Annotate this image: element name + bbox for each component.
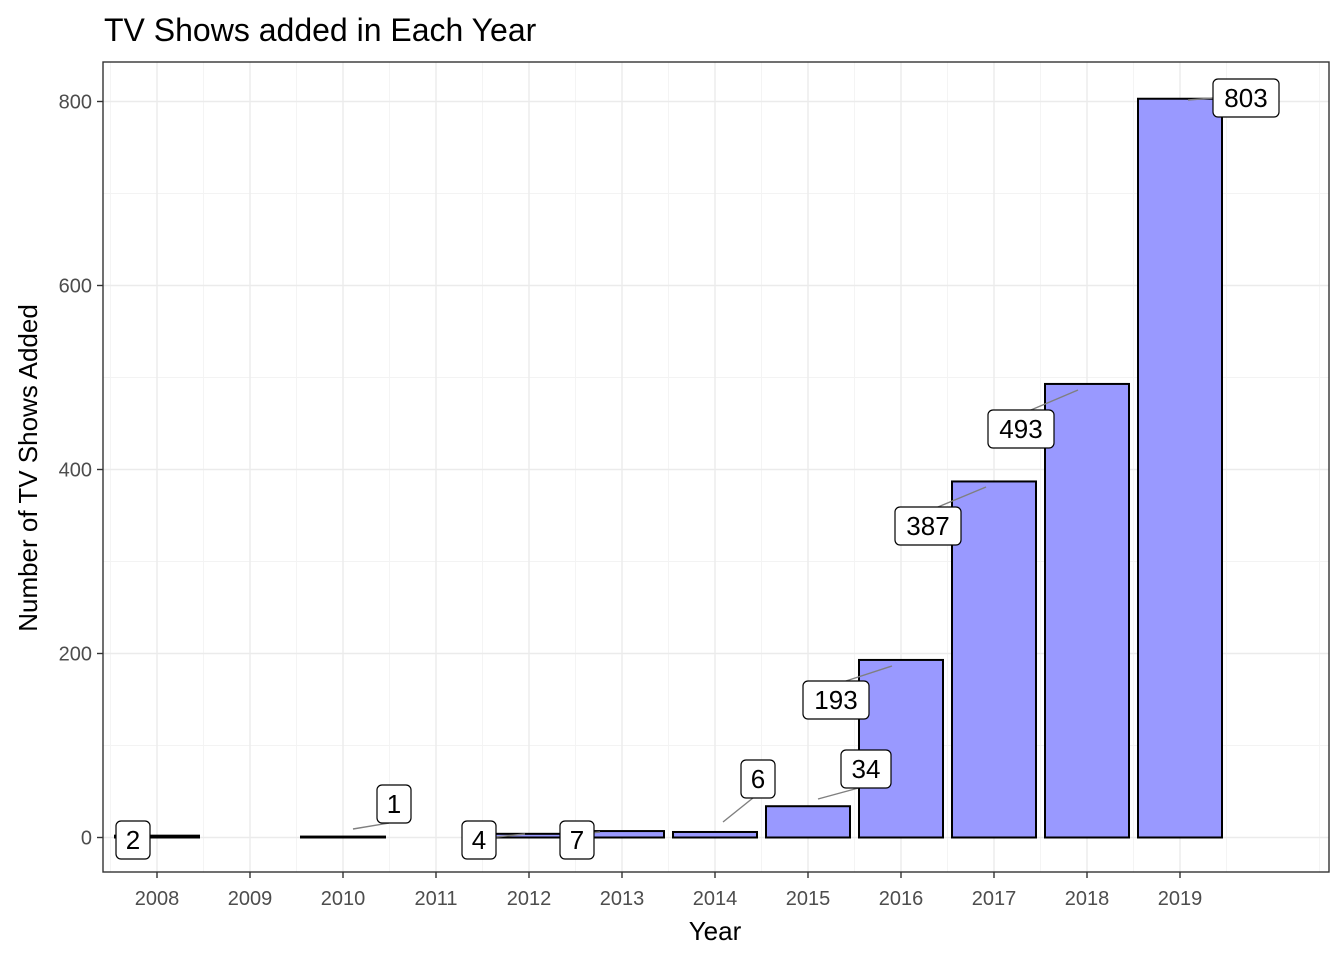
value-label-box-2013 (559, 820, 595, 860)
label-leader-2010 (352, 822, 390, 830)
value-label-2013: 7 (570, 825, 584, 855)
value-label-2016: 193 (814, 685, 857, 715)
bar-2015 (765, 805, 851, 839)
y-tick-label-0: 0 (81, 828, 92, 850)
value-label-box-2014 (740, 759, 776, 799)
bar-2019 (1137, 97, 1223, 839)
bar-2016 (858, 658, 944, 839)
y-axis: 0 200 400 600 800 (59, 92, 103, 850)
x-tick-label-2014: 2014 (693, 888, 738, 910)
value-label-box-2018 (987, 409, 1055, 449)
bar-2017 (951, 480, 1037, 839)
value-label-box-2012 (461, 820, 497, 860)
label-leader-2017 (937, 486, 987, 508)
bar-value-labels: 2 1 4 7 6 34 193 387 493 803 (115, 78, 1280, 860)
x-axis-title: Year (689, 916, 742, 946)
value-label-2014: 6 (751, 764, 765, 794)
x-tick-label-2013: 2013 (600, 888, 645, 910)
value-label-2019: 803 (1224, 83, 1267, 113)
value-label-2008: 2 (126, 825, 140, 855)
value-label-2010: 1 (387, 789, 401, 819)
y-tick-label-400: 400 (59, 460, 92, 482)
label-leader-2016 (845, 665, 893, 682)
x-tick-label-2012: 2012 (507, 888, 552, 910)
plot-panel-border (102, 61, 1330, 873)
x-axis: 2008 2009 2010 2011 2012 2013 2014 2015 2016 2017… (135, 872, 1203, 910)
x-tick-label-2009: 2009 (228, 888, 273, 910)
label-leader-2019 (1187, 97, 1214, 101)
bar-2014 (672, 830, 758, 839)
label-leader-2018 (1030, 389, 1079, 411)
bar-2010 (300, 835, 386, 839)
value-label-box-2017 (894, 506, 962, 546)
y-tick-label-800: 800 (59, 92, 92, 114)
value-label-box-2019 (1212, 78, 1280, 118)
bars (114, 97, 1223, 839)
value-label-2018: 493 (999, 414, 1042, 444)
x-tick-label-2016: 2016 (879, 888, 924, 910)
x-tick-label-2015: 2015 (786, 888, 831, 910)
chart-title: TV Shows added in Each Year (104, 12, 537, 48)
value-label-2015: 34 (852, 754, 881, 784)
value-label-2012: 4 (472, 825, 486, 855)
value-label-2017: 387 (906, 511, 949, 541)
x-tick-label-2019: 2019 (1158, 888, 1203, 910)
label-leader-2014 (722, 797, 754, 823)
x-tick-label-2017: 2017 (972, 888, 1017, 910)
label-leader-2015 (817, 787, 859, 800)
y-axis-title: Number of TV Shows Added (13, 304, 43, 632)
bar-2018 (1044, 382, 1130, 839)
x-tick-label-2018: 2018 (1065, 888, 1110, 910)
value-label-box-2008 (115, 820, 151, 860)
x-tick-label-2008: 2008 (135, 888, 180, 910)
x-tick-label-2010: 2010 (321, 888, 366, 910)
value-label-box-2015 (840, 749, 892, 789)
label-leader-2012 (495, 833, 526, 838)
value-label-box-2010 (376, 784, 412, 824)
y-tick-label-600: 600 (59, 276, 92, 298)
y-tick-label-200: 200 (59, 644, 92, 666)
x-tick-label-2011: 2011 (414, 888, 457, 910)
value-label-box-2016 (802, 680, 870, 720)
bar-2008 (114, 834, 200, 839)
